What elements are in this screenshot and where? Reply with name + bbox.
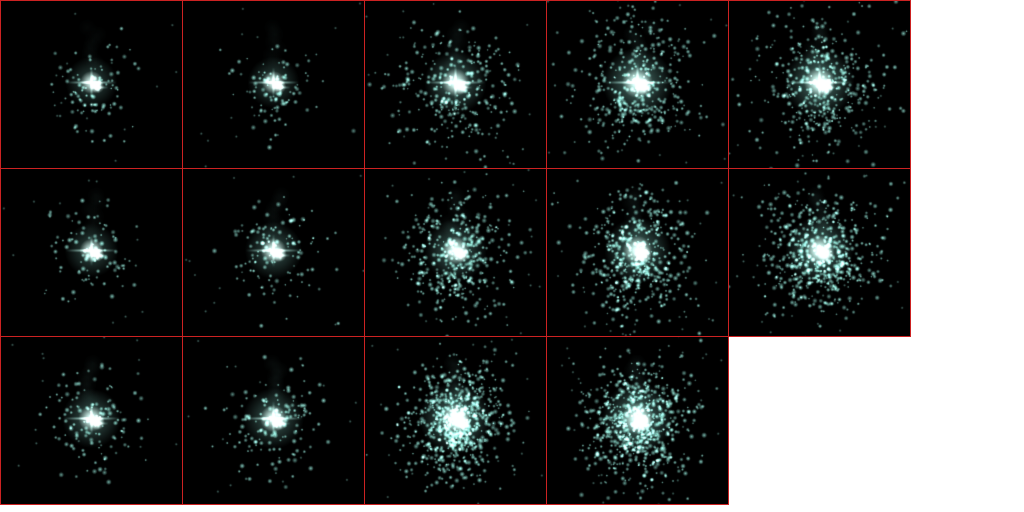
sprite-frame <box>0 336 183 505</box>
sprite-frame <box>182 168 365 337</box>
particle-burst <box>183 1 364 168</box>
particle-burst <box>729 169 910 336</box>
sprite-frame <box>182 336 365 505</box>
sprite-frame <box>182 0 365 169</box>
sprite-frame <box>364 0 547 169</box>
particle-burst <box>183 337 364 504</box>
particle-burst <box>1 1 182 168</box>
particle-burst <box>365 337 546 504</box>
sprite-frame <box>0 168 183 337</box>
sprite-frame <box>364 336 547 505</box>
sprite-frame <box>546 0 729 169</box>
sprite-frame <box>728 0 911 169</box>
sprite-frame <box>364 168 547 337</box>
sprite-frame <box>0 0 183 169</box>
particle-burst <box>183 169 364 336</box>
particle-burst <box>547 169 728 336</box>
particle-burst <box>1 337 182 504</box>
sprite-frame <box>546 168 729 337</box>
particle-burst <box>729 1 910 168</box>
particle-burst <box>1 169 182 336</box>
particle-burst <box>365 1 546 168</box>
sprite-frame <box>728 168 911 337</box>
particle-burst <box>547 337 728 504</box>
sprite-frame <box>546 336 729 505</box>
particle-burst <box>365 169 546 336</box>
particle-burst <box>547 1 728 168</box>
